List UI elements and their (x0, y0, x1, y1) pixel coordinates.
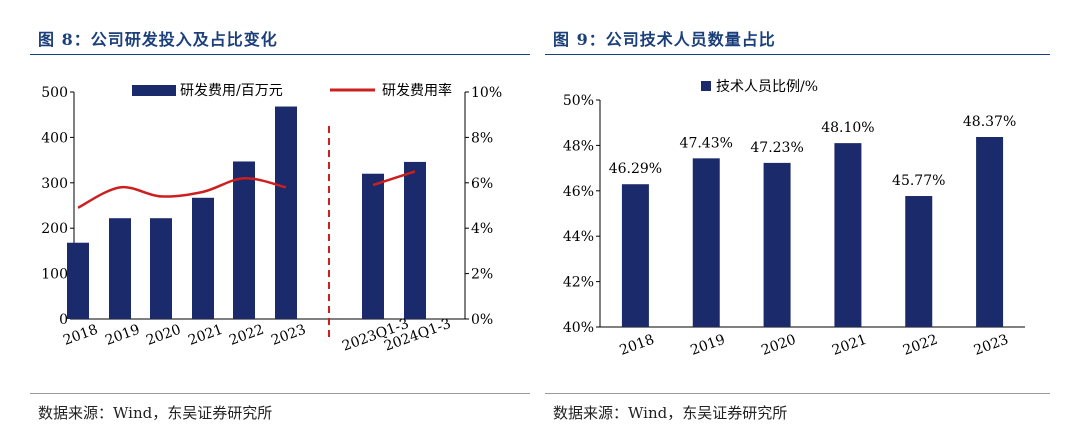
tech-staff-bar (976, 137, 1004, 327)
y2-tick-label: 8% (471, 130, 493, 146)
y2-tick-label: 10% (471, 85, 502, 101)
y2-tick-label: 4% (471, 221, 493, 237)
rd-expense-bar (150, 218, 172, 319)
x-tick-label: 2023 (972, 332, 1011, 359)
data-label: 45.77% (892, 173, 945, 189)
rd-expense-bar (404, 161, 426, 319)
tech-staff-bar (834, 143, 862, 327)
tech-staff-bar (905, 196, 933, 327)
rd-expense-bar (192, 197, 214, 319)
left-source-rule (30, 393, 530, 394)
y-tick-label: 500 (41, 85, 68, 101)
right-title-rule (545, 54, 1050, 55)
y-tick-label: 42% (563, 275, 594, 291)
data-label: 46.29% (609, 161, 662, 177)
y-tick-label: 200 (41, 221, 68, 237)
data-label: 47.43% (680, 135, 733, 151)
x-tick-label: 2020 (144, 322, 183, 349)
y2-tick-label: 2% (471, 267, 493, 283)
y2-tick-label: 0% (471, 312, 493, 328)
y-tick-label: 50% (563, 93, 594, 109)
rd-expense-bar (275, 106, 297, 319)
x-tick-label: 2022 (901, 332, 940, 359)
y-tick-label: 44% (563, 229, 594, 245)
y2-tick-label: 6% (471, 176, 493, 192)
x-tick-label: 2019 (103, 322, 142, 349)
legend-bar-label: 研发费用/百万元 (180, 83, 283, 99)
y-tick-label: 46% (563, 184, 594, 200)
right-source-note: 数据来源：Wind，东吴证券研究所 (553, 404, 788, 422)
x-tick-label: 2018 (618, 332, 657, 359)
legend-line-label: 研发费用率 (382, 82, 452, 99)
legend-swatch (701, 81, 711, 91)
right-source-rule (545, 393, 1050, 394)
left-chart-title: 图 8：公司研发投入及占比变化 (38, 30, 278, 49)
tech-staff-chart: 40% 42% 44% 46% 48% 50% 46.29% 2018 47.43% 2019 47… (563, 79, 1025, 359)
y-tick-label: 400 (41, 130, 68, 146)
legend-label: 技术人员比例/% (716, 79, 818, 95)
y-tick-label: 0 (59, 312, 68, 328)
rd-expense-bar (67, 242, 89, 319)
x-tick-label: 2019 (688, 332, 727, 359)
x-tick-label: 2023 (269, 322, 308, 349)
tech-staff-bar (763, 162, 791, 327)
rd-expense-bar (362, 173, 384, 319)
rd-expense-bar (233, 161, 255, 319)
legend-bar-swatch (132, 85, 176, 96)
x-tick-label: 2022 (227, 322, 266, 349)
left-source-note: 数据来源：Wind，东吴证券研究所 (38, 404, 273, 422)
data-label: 47.23% (750, 140, 803, 156)
x-tick-label: 2021 (830, 332, 869, 359)
tech-staff-bar (621, 184, 649, 327)
right-chart-title: 图 9：公司技术人员数量占比 (553, 30, 776, 49)
y-tick-label: 40% (563, 320, 594, 336)
x-tick-label: 2021 (186, 322, 225, 349)
data-label: 48.10% (821, 120, 874, 136)
rd-expense-bar (109, 218, 131, 319)
rd-ratio-line-quarterly (372, 170, 416, 187)
left-title-rule (30, 54, 530, 55)
tech-staff-bar (692, 158, 720, 327)
y-tick-label: 48% (563, 138, 594, 154)
y-tick-label: 100 (41, 267, 68, 283)
rd-ratio-line-annual (77, 177, 287, 209)
data-label: 48.37% (963, 114, 1016, 130)
x-tick-label: 2020 (759, 332, 798, 359)
y-tick-label: 300 (41, 176, 68, 192)
